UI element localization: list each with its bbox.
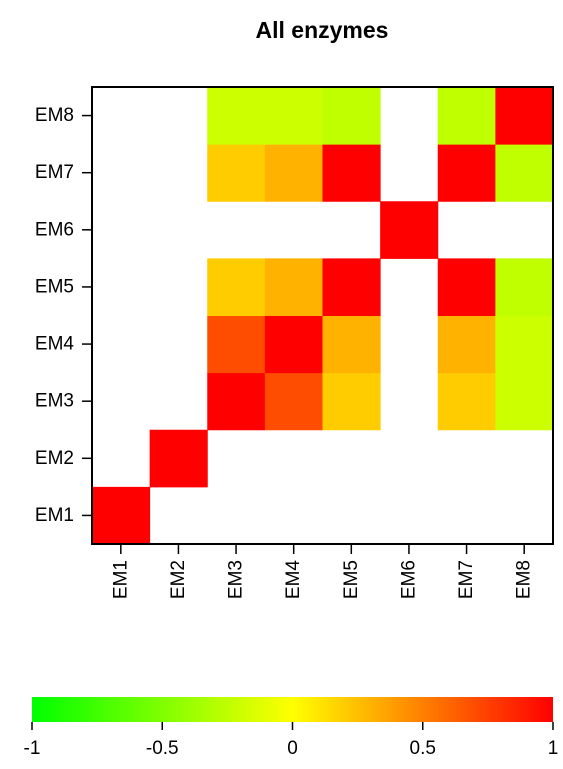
x-tick-label-em8: EM8	[514, 560, 535, 599]
heatmap-cell-em4-em5	[264, 258, 324, 317]
heatmap-cell-em5-em4	[322, 315, 381, 374]
colorbar-gradient	[32, 697, 553, 722]
heatmap-cell-em3-em7	[207, 144, 266, 202]
heatmap-cell-em7-em3	[437, 372, 496, 431]
heatmap-cell-em3-em3	[207, 372, 266, 431]
heatmap-cell-em8-em5	[495, 258, 554, 317]
plot-frame	[91, 86, 554, 545]
heatmap-cell-em4-em7	[264, 144, 324, 202]
heatmap-cell-em5-em3	[322, 372, 381, 431]
heatmap-cell-em6-em6	[380, 201, 439, 259]
heatmap-cell-em5-em8	[322, 87, 381, 145]
heatmap-cell-em7-em5	[437, 258, 496, 317]
heatmap-cell-em3-em5	[207, 258, 266, 317]
y-tick-label-em3: EM3	[35, 391, 74, 412]
heatmap-cell-em8-em7	[495, 144, 554, 202]
y-tick-label-em4: EM4	[35, 334, 75, 355]
colorbar-tick-label: -0.5	[146, 738, 179, 759]
y-tick-label-em6: EM6	[35, 219, 74, 240]
colorbar-tick-label: -1	[24, 738, 41, 759]
heatmap-cell-em3-em4	[207, 315, 266, 374]
axes: EM1 EM2 EM3 EM4 EM5 EM6 EM7 EM8 EM1 EM2 EM3 EM4 EM5 E…	[35, 105, 535, 599]
x-tick-label-em2: EM2	[168, 560, 189, 599]
heatmap-cell-em7-em4	[437, 315, 496, 374]
heatmap-cell-em8-em8	[495, 87, 554, 145]
y-tick-label-em8: EM8	[35, 105, 74, 126]
x-tick-label-em6: EM6	[398, 560, 419, 599]
heatmap-cell-em4-em4	[264, 315, 324, 374]
x-tick-label-em1: EM1	[110, 560, 131, 599]
heatmap-cell-em3-em8	[207, 87, 266, 145]
chart-title: All enzymes	[256, 17, 389, 43]
x-tick-label-em4: EM4	[283, 560, 304, 600]
heatmap-cell-em4-em3	[264, 372, 324, 431]
heatmap-cell-em1-em1	[92, 486, 151, 545]
x-tick-label-em5: EM5	[341, 560, 362, 599]
heatmap-cell-em8-em4	[495, 315, 554, 374]
heatmap-cell-em5-em7	[322, 144, 381, 202]
heatmap-cell-em8-em3	[495, 372, 554, 431]
heatmap-cell-em4-em8	[264, 87, 324, 145]
colorbar-tick-label: 0.5	[410, 738, 436, 759]
y-tick-label-em7: EM7	[35, 162, 74, 183]
x-tick-label-em3: EM3	[226, 560, 247, 599]
y-tick-label-em2: EM2	[35, 448, 74, 469]
colorbar-tick-label: 1	[548, 738, 559, 759]
colorbar: -1 -0.5 0 0.5 1	[24, 697, 559, 759]
x-tick-label-em7: EM7	[456, 560, 477, 599]
colorbar-tick-label: 0	[287, 738, 298, 759]
heatmap-cell-em5-em5	[322, 258, 381, 317]
heatmap-cells	[92, 87, 554, 545]
heatmap-cell-em7-em8	[437, 87, 496, 145]
y-tick-label-em5: EM5	[35, 276, 74, 297]
heatmap-cell-em2-em2	[149, 429, 208, 488]
heatmap-cell-em7-em7	[437, 144, 496, 202]
y-tick-label-em1: EM1	[35, 505, 74, 526]
